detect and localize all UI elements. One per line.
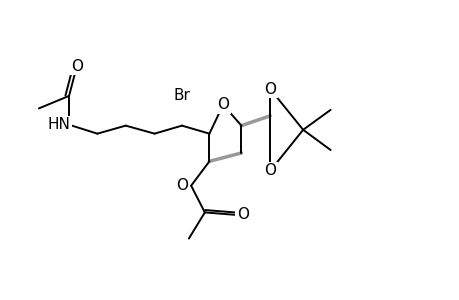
Text: O: O — [176, 178, 188, 193]
Text: Br: Br — [173, 88, 190, 104]
Text: O: O — [217, 97, 229, 112]
Text: HN: HN — [47, 117, 70, 132]
Text: O: O — [71, 59, 83, 74]
Text: O: O — [263, 163, 276, 178]
Text: O: O — [263, 82, 276, 97]
Text: O: O — [236, 207, 248, 222]
